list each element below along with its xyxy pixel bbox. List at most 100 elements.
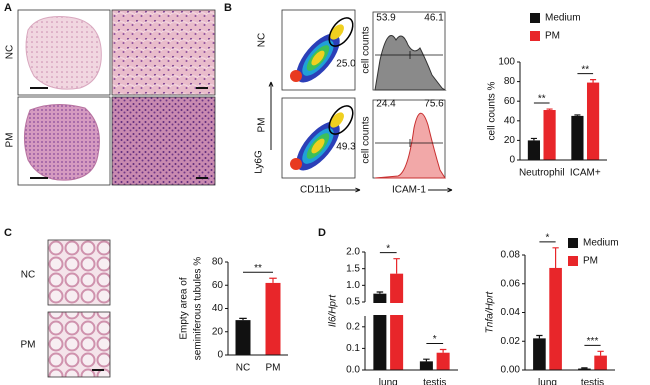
bar [235, 320, 251, 355]
error-bar [530, 137, 537, 141]
bar [265, 282, 281, 355]
gate-value: 75.6 [424, 99, 444, 110]
row-label: PM [21, 340, 36, 351]
y-tick-label: 60 [504, 96, 516, 107]
panel-label: B [224, 2, 232, 14]
panel-label: D [318, 227, 326, 239]
error-bar [536, 334, 543, 339]
arrow-head [447, 187, 453, 193]
y-axis-label: Tnfa/Hprt [485, 290, 496, 333]
flow-density [330, 112, 344, 128]
y-axis-label: Empty area of [179, 277, 190, 339]
error-bar [574, 114, 581, 116]
row-label: PM [5, 133, 16, 148]
arrow-head [268, 81, 274, 87]
y-tick-label: 1.5 [346, 263, 360, 274]
bar [543, 110, 556, 160]
bar [533, 338, 546, 370]
error-bar [269, 277, 277, 283]
y-tick-label: 0.00 [501, 365, 521, 376]
significance-label: * [386, 243, 390, 254]
legend-label: PM [545, 31, 560, 42]
y-tick-label: 40 [504, 115, 516, 126]
flow-gate [328, 17, 354, 47]
flow-gate [328, 105, 354, 135]
arrow-head [355, 187, 361, 193]
significance-label: ** [538, 94, 546, 105]
x-tick-label: ICAM+ [570, 168, 601, 179]
x-tick-label: Neutrophil [519, 168, 565, 179]
y-tick-label: 1.0 [346, 280, 360, 291]
error-bar [597, 350, 604, 356]
y-tick-label: 40 [212, 303, 224, 314]
gate-value: 25.0 [336, 59, 356, 70]
gate-value: 53.9 [376, 13, 396, 24]
y-tick-label: 0.2 [346, 321, 360, 332]
histology-image [111, 9, 216, 96]
y-tick-label: 20 [504, 135, 516, 146]
error-bar [376, 291, 384, 294]
y-axis-label: cell counts % [487, 81, 498, 140]
row-label: PM [257, 118, 268, 133]
legend-label: Medium [545, 13, 581, 24]
flow-density [311, 138, 325, 154]
panel-label: C [4, 227, 12, 239]
histology-image [111, 96, 216, 186]
x-tick-label: lung [379, 378, 398, 385]
bar [571, 115, 584, 160]
bar [436, 352, 450, 370]
x-tick-label: lung [538, 378, 557, 385]
lung-tissue [24, 104, 100, 181]
flow-density [330, 24, 344, 40]
axis-label: CD11b [300, 185, 331, 196]
bar [586, 82, 600, 160]
x-tick-label: testis [581, 378, 604, 385]
gate-value: 46.1 [424, 13, 444, 24]
y-tick-label: 0 [509, 155, 515, 166]
y-tick-label: 0.04 [501, 307, 521, 318]
axis-label: cell counts [361, 26, 372, 73]
error-bar [423, 358, 430, 362]
error-bar [439, 348, 447, 353]
row-label: NC [257, 33, 268, 47]
significance-label: * [433, 334, 437, 345]
bar [594, 355, 607, 370]
y-axis-label: seminiferous tubules % [193, 257, 204, 360]
significance-label: *** [587, 336, 599, 347]
legend-swatch [568, 238, 578, 248]
y-tick-label: 80 [212, 257, 224, 268]
histogram-curve [374, 35, 447, 91]
y-tick-label: 20 [212, 326, 224, 337]
y-tick-label: 0.5 [346, 297, 360, 308]
y-tick-label: 0.02 [501, 336, 521, 347]
y-axis-label: Il6/Hprt [328, 294, 339, 327]
legend-label: PM [583, 256, 598, 267]
error-bar [393, 258, 400, 274]
x-tick-label: PM [266, 363, 281, 374]
error-bar [546, 108, 553, 111]
y-tick-label: 0 [217, 350, 223, 361]
row-label: NC [21, 270, 35, 281]
y-tick-label: 60 [212, 280, 224, 291]
lung-tissue [25, 16, 102, 90]
y-tick-label: 0.06 [501, 278, 521, 289]
legend-swatch [530, 31, 540, 41]
histology-image [47, 311, 111, 378]
significance-label: * [546, 232, 550, 243]
legend-swatch [568, 256, 578, 266]
bar [549, 267, 562, 370]
y-tick-label: 2.0 [346, 247, 360, 258]
y-tick-label: 0.08 [501, 250, 521, 261]
x-tick-label: testis [423, 378, 446, 385]
panel-label: A [4, 2, 12, 14]
axis-label: Ly6G [254, 150, 265, 174]
bar [527, 140, 541, 160]
x-tick-label: NC [236, 363, 250, 374]
axis-label: ICAM-1 [392, 185, 426, 196]
bar [390, 273, 404, 370]
row-label: NC [5, 45, 16, 59]
error-bar [581, 367, 588, 369]
histology-image [47, 239, 111, 306]
